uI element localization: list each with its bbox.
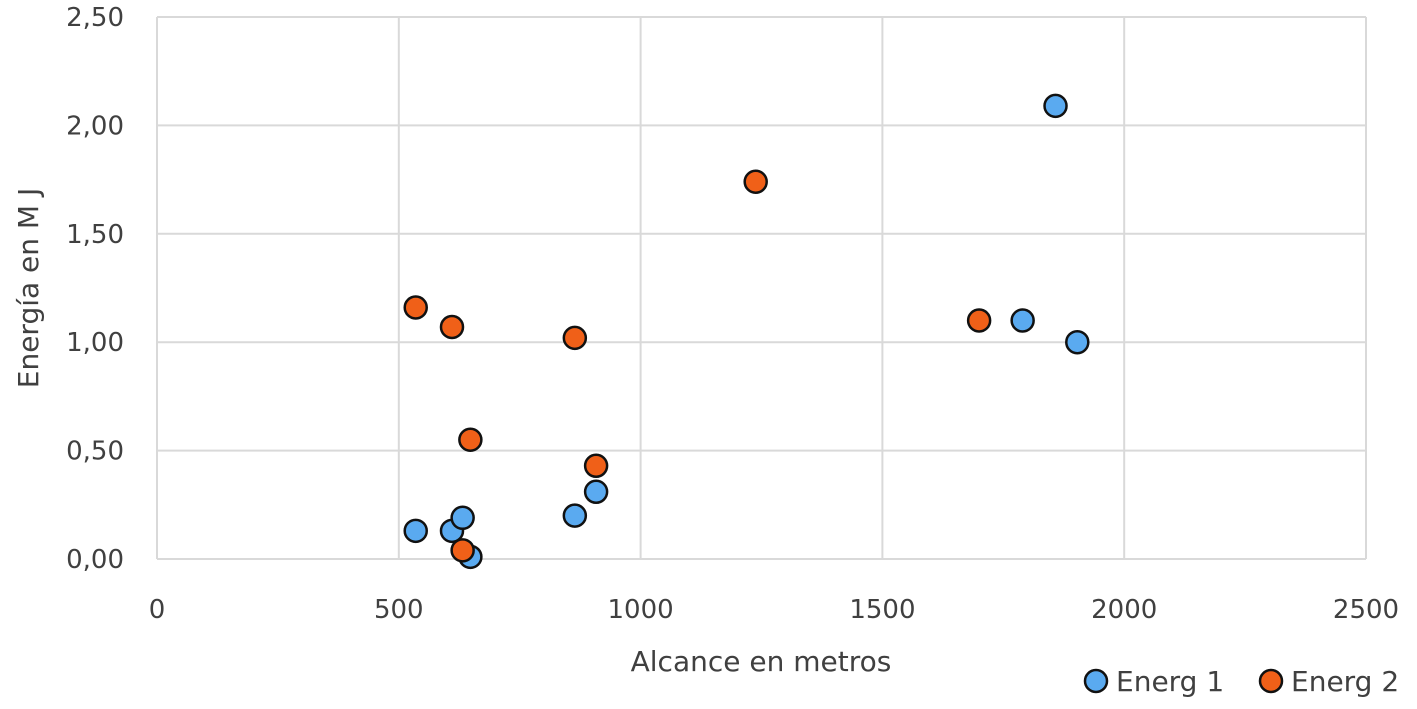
data-point — [743, 169, 768, 195]
y-tick-label: 0,00 — [66, 545, 124, 575]
x-axis-ticks: 0 500 1000 1500 2000 2500 — [149, 595, 1399, 625]
legend-marker — [1083, 668, 1109, 694]
data-point — [583, 453, 609, 479]
legend: Energ 1 Energ 2 — [1083, 665, 1399, 698]
y-tick-label: 0,50 — [66, 437, 124, 467]
grid — [156, 16, 1367, 560]
x-tick-label: 0 — [149, 595, 166, 625]
data-point — [450, 538, 475, 563]
x-tick-label: 1500 — [849, 595, 915, 625]
series-layer — [403, 93, 1090, 570]
legend-marker — [1258, 668, 1284, 694]
data-point — [1010, 308, 1035, 333]
y-axis-title: Energía en M J — [12, 188, 45, 388]
data-point — [439, 314, 465, 340]
series-2 — [403, 169, 992, 563]
x-tick-label: 1000 — [608, 595, 674, 625]
data-point — [562, 503, 588, 528]
y-tick-label: 1,00 — [66, 328, 124, 358]
data-point — [966, 308, 992, 333]
data-point — [403, 518, 428, 544]
data-point — [403, 295, 428, 320]
x-tick-label: 2500 — [1333, 595, 1399, 625]
legend-label: Energ 2 — [1291, 665, 1399, 698]
x-axis-title: Alcance en metros — [631, 645, 892, 678]
y-tick-label: 2,50 — [66, 3, 124, 33]
data-point — [458, 427, 483, 453]
series-1 — [403, 93, 1090, 570]
data-point — [583, 479, 609, 505]
y-tick-label: 1,50 — [66, 220, 124, 250]
y-tick-label: 2,00 — [66, 111, 124, 141]
y-axis-ticks: 0,00 0,50 1,00 1,50 2,00 2,50 — [66, 3, 124, 575]
data-point — [562, 325, 588, 351]
data-point — [1065, 329, 1090, 355]
legend-label: Energ 1 — [1116, 665, 1224, 698]
x-tick-label: 2000 — [1091, 595, 1157, 625]
data-point — [450, 505, 475, 531]
data-point — [1043, 93, 1068, 119]
x-tick-label: 500 — [374, 595, 424, 625]
